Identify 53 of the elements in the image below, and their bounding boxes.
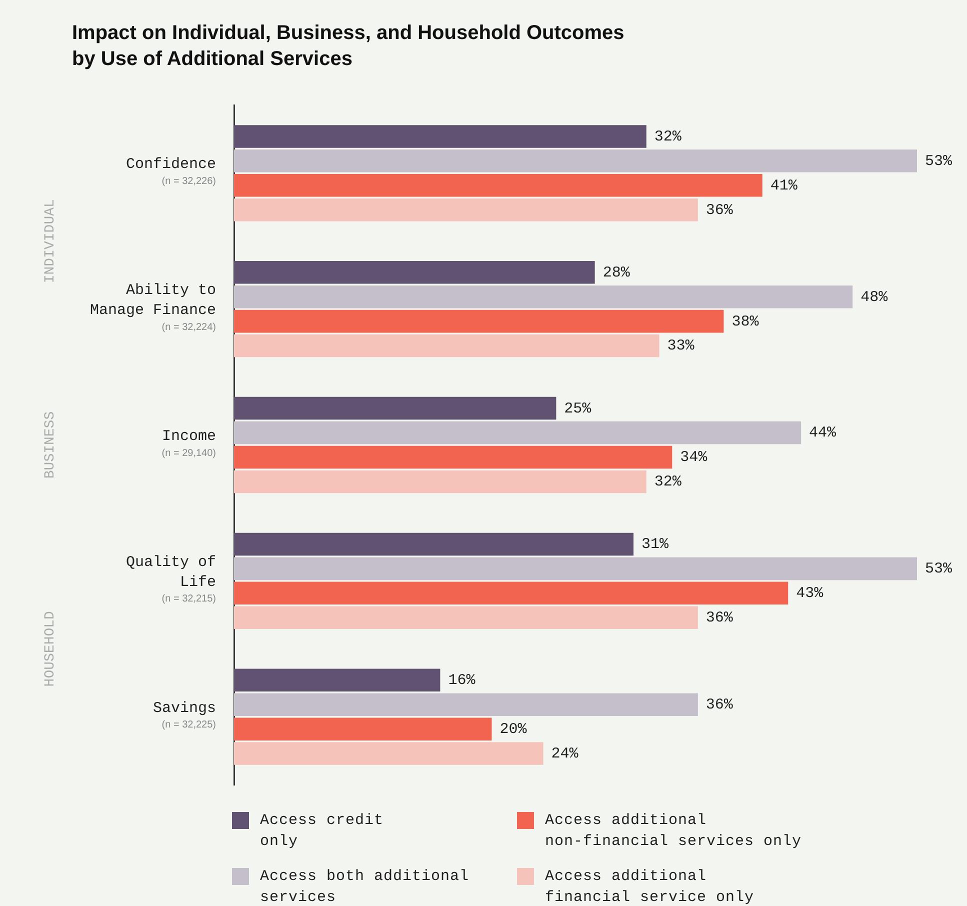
data-label: 25% — [564, 400, 592, 418]
data-label: 38% — [732, 313, 760, 330]
y-tick-label: Income (n = 29,140) — [162, 428, 216, 459]
bar — [234, 285, 853, 308]
y-tick-label: Quality of Life (n = 32,215) — [126, 554, 216, 605]
legend-label: Access additional non-financial services only — [545, 811, 802, 852]
data-label: 31% — [641, 536, 670, 554]
data-label: 36% — [706, 610, 734, 627]
bar — [234, 606, 698, 629]
bar — [234, 693, 698, 716]
data-label: 33% — [667, 338, 696, 355]
data-label: 24% — [551, 746, 580, 763]
bar — [234, 150, 917, 172]
data-label: 48% — [860, 288, 889, 306]
data-label: 53% — [925, 560, 954, 578]
legend-label: Access both additional services — [260, 867, 470, 906]
data-label: 20% — [500, 721, 528, 738]
data-label: 32% — [654, 128, 682, 146]
data-label: 41% — [770, 177, 798, 194]
data-label: 32% — [654, 474, 682, 491]
text: BUSINESS — [42, 411, 59, 479]
bar — [234, 198, 698, 222]
bar — [234, 125, 646, 148]
legend-label: Access credit only — [260, 811, 384, 852]
bar — [234, 261, 595, 284]
bar — [234, 310, 724, 333]
text: HOUSEHOLD — [42, 611, 59, 687]
legend-label: Access additional financial service only — [545, 867, 754, 906]
data-label: 16% — [448, 672, 476, 690]
bar — [234, 557, 917, 580]
bar — [234, 174, 762, 197]
y-tick-label: Ability to Manage Finance (n = 32,224) — [90, 282, 216, 333]
y-tick-label: Confidence (n = 32,226) — [126, 156, 216, 187]
bar — [234, 470, 646, 494]
data-label: 44% — [809, 424, 838, 442]
data-label: 53% — [925, 152, 954, 170]
data-label: 36% — [706, 202, 734, 219]
bar — [234, 446, 672, 469]
bar — [234, 582, 788, 605]
bar — [234, 396, 556, 420]
bar — [234, 718, 492, 740]
bar — [234, 334, 660, 358]
bar — [234, 532, 634, 556]
data-label: 36% — [706, 696, 734, 714]
data-label: 34% — [680, 449, 708, 466]
data-label: 43% — [796, 585, 824, 602]
bar — [234, 421, 802, 444]
bar — [234, 742, 544, 765]
data-label: 28% — [602, 264, 631, 282]
text: INDIVIDUAL — [42, 199, 59, 284]
chart-title: Impact on Individual, Business, and Household Outcomes by Use of Additional Services — [72, 21, 624, 72]
bar — [234, 668, 440, 692]
y-tick-label: Savings (n = 32,225) — [152, 700, 216, 731]
